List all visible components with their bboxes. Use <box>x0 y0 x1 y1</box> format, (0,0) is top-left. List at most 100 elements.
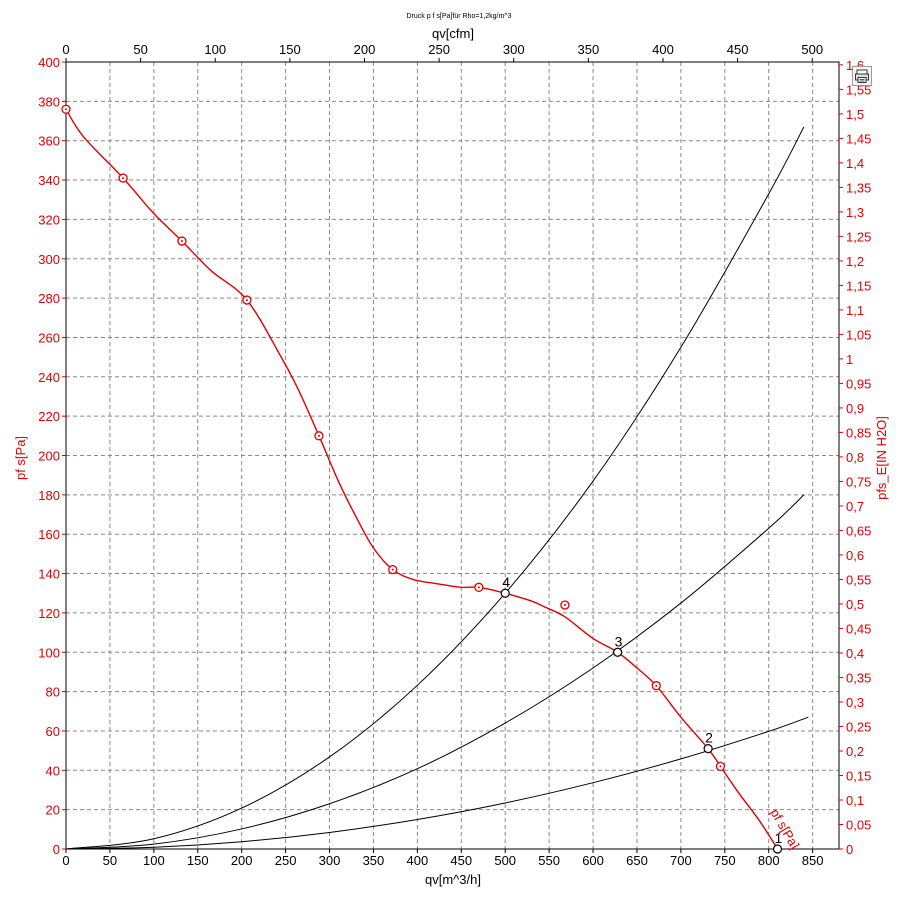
series-line-pfs <box>65 108 779 850</box>
y-right-tick-label: 0,05 <box>846 817 871 832</box>
x-tick-label: 150 <box>187 853 209 868</box>
x-top-tick-label: 350 <box>577 42 599 57</box>
x-top-tick-label: 50 <box>133 42 147 57</box>
x-tick-label: 300 <box>319 853 341 868</box>
operating-point-label: 2 <box>705 730 713 746</box>
y-right-tick-label: 1,55 <box>846 82 871 97</box>
marker-layer: 1 2 3 4 <box>61 104 783 854</box>
y-right-tick-label: 0,6 <box>846 548 864 563</box>
y-right-tick-label: 1 <box>846 352 853 367</box>
y-right-tick-label: 0,55 <box>846 572 871 587</box>
y-tick-label: 120 <box>38 606 60 621</box>
y-tick-label: 80 <box>46 685 60 700</box>
measured-point <box>715 761 726 772</box>
operating-point <box>500 588 510 598</box>
y-tick-label: 100 <box>38 645 60 660</box>
y-right-tick-label: 0,5 <box>846 597 864 612</box>
y-right-tick-label: 1,15 <box>846 278 871 293</box>
x-top-tick-label: 150 <box>279 42 301 57</box>
print-button[interactable] <box>852 66 872 86</box>
measured-point <box>560 600 570 610</box>
y-right-tick-label: 0,25 <box>846 719 871 734</box>
y-tick-label: 280 <box>38 291 60 306</box>
y-right-tick-label: 0,3 <box>846 695 864 710</box>
operating-point <box>772 844 783 854</box>
x-tick-label: 450 <box>450 853 472 868</box>
y-tick-label: 180 <box>38 488 60 503</box>
y-tick-label: 0 <box>53 842 60 857</box>
y-right-tick-label: 0,35 <box>846 670 871 685</box>
measured-point-dot <box>245 299 248 302</box>
measured-point <box>314 431 324 441</box>
y-right-tick-label: 1,25 <box>846 229 871 244</box>
y-right-tick-label: 0,9 <box>846 401 864 416</box>
y-tick-label: 160 <box>38 527 60 542</box>
x-top-tick-label: 300 <box>503 42 525 57</box>
y-right-tick-label: 0 <box>846 842 853 857</box>
y-tick-label: 60 <box>46 724 60 739</box>
x-axis-label: qv[m^3/h] <box>425 872 481 887</box>
y-right-tick-label: 1,05 <box>846 327 871 342</box>
measured-point <box>118 173 128 183</box>
x-top-tick-label: 500 <box>801 42 823 57</box>
y-right-tick-label: 0,4 <box>846 646 864 661</box>
x-tick-label: 350 <box>363 853 385 868</box>
x-tick-label: 700 <box>670 853 692 868</box>
y-right-tick-label: 0,75 <box>846 474 871 489</box>
measured-point-dot <box>180 240 183 243</box>
x-tick-label: 250 <box>275 853 297 868</box>
y-right-tick-label: 1,5 <box>846 107 864 122</box>
x-tick-label: 750 <box>714 853 736 868</box>
y-right-tick-label: 0,7 <box>846 499 864 514</box>
y-tick-label: 20 <box>46 803 60 818</box>
y-right-tick-label: 0,1 <box>846 793 864 808</box>
series-layer <box>65 108 809 850</box>
x-tick-label: 100 <box>143 853 165 868</box>
tick-layer: 0 50 100 150 200 250 300 350 400 450 500 550 600 650 7… <box>38 42 871 868</box>
y-right-tick-label: 1,3 <box>846 205 864 220</box>
y-tick-label: 200 <box>38 449 60 464</box>
measured-point-dot <box>65 108 67 111</box>
x-tick-label: 400 <box>407 853 429 868</box>
y-tick-label: 260 <box>38 330 60 345</box>
x-tick-label: 800 <box>758 853 780 868</box>
measured-point <box>242 295 252 305</box>
x-tick-label: 650 <box>626 853 648 868</box>
operating-point-label: 3 <box>615 633 623 649</box>
x-top-tick-label: 0 <box>62 42 69 57</box>
chart-title: Druck p f s[Pa]für Rho=1,2kg/m^3 <box>406 13 511 20</box>
x-top-tick-label: 100 <box>204 42 226 57</box>
system-curve-3 <box>65 716 809 850</box>
measured-point-dot <box>655 684 658 687</box>
operating-point-label: 4 <box>502 574 510 590</box>
measured-point <box>651 681 661 691</box>
x-top-tick-label: 250 <box>428 42 450 57</box>
y-right-tick-label: 0,8 <box>846 450 864 465</box>
y-tick-label: 380 <box>38 94 60 109</box>
y-tick-label: 320 <box>38 212 60 227</box>
x-top-tick-label: 200 <box>354 42 376 57</box>
measured-point <box>61 104 71 114</box>
y-right-tick-label: 1,45 <box>846 131 871 146</box>
y-tick-label: 220 <box>38 409 60 424</box>
series-label-pfs: pf s[Pa] <box>767 806 802 852</box>
operating-point-label: 1 <box>775 830 783 846</box>
measured-point-dot <box>719 765 722 768</box>
x-tick-label: 200 <box>231 853 253 868</box>
y-tick-label: 360 <box>38 134 60 149</box>
x-tick-label: 550 <box>538 853 560 868</box>
y-right-tick-label: 1,2 <box>846 254 864 269</box>
grid <box>66 62 839 849</box>
y-right-tick-label: 0,95 <box>846 376 871 391</box>
y-right-tick-label: 1,1 <box>846 303 864 318</box>
measured-point <box>388 564 398 575</box>
y-right-tick-label: 1,4 <box>846 156 864 171</box>
measured-point-dot <box>317 434 320 437</box>
print-icon <box>855 69 869 83</box>
measured-point <box>177 236 187 246</box>
x-tick-label: 850 <box>802 853 824 868</box>
measured-point-dot <box>122 177 125 180</box>
y-tick-label: 40 <box>46 763 60 778</box>
y-right-tick-label: 0,65 <box>846 523 871 538</box>
